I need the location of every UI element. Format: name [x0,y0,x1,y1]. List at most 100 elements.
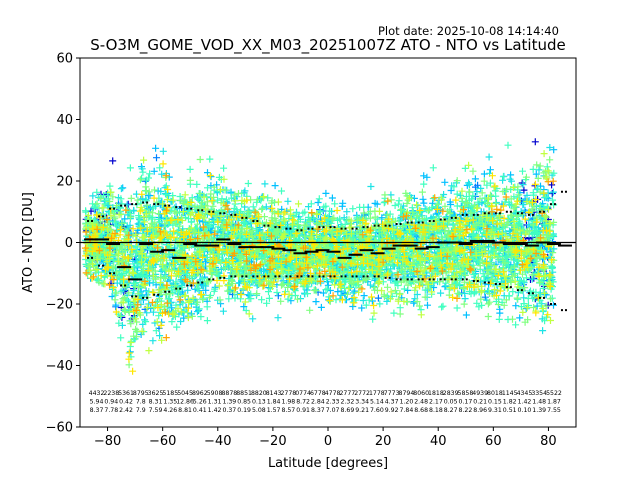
stat-value: 8.31 [149,399,163,406]
stat-value: 8.22 [459,407,473,414]
stat-value: 8.18 [429,407,443,414]
stat-value: 3.34 [355,399,369,406]
stat-value: 2.32 [340,399,354,406]
stat-value: 2.17 [429,399,443,406]
stat-value: 1.35 [163,399,177,406]
stat-value: 0.10 [518,407,532,414]
stat-value: 8795 [133,390,149,397]
x-tick-label: −80 [94,434,121,449]
stat-value: 0.05 [444,399,458,406]
stat-value: 8.81 [178,407,192,414]
stat-value: 5858 [458,390,474,397]
stat-value: 8.96 [473,407,487,414]
stat-value: 4345 [517,390,533,397]
statistics-table: 4432 2238 5361 8795 3625 5185 5045 8962 5908 8878… [89,390,562,414]
stat-value: 0.13 [252,399,266,406]
stat-value: 0.85 [237,399,251,406]
stat-value: 5045 [177,390,193,397]
stat-value: 2.84 [311,399,325,406]
stat-value: 0.91 [296,407,310,414]
stat-value: 1.82 [503,399,517,406]
y-axis: −60 −40 −20 0 20 40 60 [46,52,80,436]
stat-value: 1778 [369,390,385,397]
stat-value: 8820 [251,390,267,397]
stat-value: 12.86 [176,399,194,406]
stat-value: 1.57 [267,407,281,414]
stat-value: 7.8 [136,399,146,406]
stat-value: 3354 [531,390,547,397]
stat-value: 4432 [89,390,105,397]
stat-value: 7.9 [136,407,146,414]
stat-value: 8.37 [90,407,104,414]
stat-value: 9.92 [385,407,399,414]
stat-value: 2839 [443,390,459,397]
stat-value: 4.37 [385,399,399,406]
x-tick-label: −40 [204,434,231,449]
x-axis: −80 −60 −40 −20 0 20 40 60 80 [94,427,557,449]
stat-value: 9.21 [355,407,369,414]
stat-value: 0.42 [119,399,133,406]
stat-value: 8.68 [414,407,428,414]
stat-value: 1145 [502,390,518,397]
stat-value: 8851 [236,390,252,397]
stat-value: 3625 [148,390,164,397]
stat-value: 4939 [472,390,488,397]
x-tick-label: 60 [485,434,502,449]
stat-value: 5522 [546,390,562,397]
stat-value: 8060 [413,390,429,397]
data-point-series [82,156,558,369]
stat-value: 8878 [221,390,237,397]
stat-value: 8018 [487,390,503,397]
stat-value: 7773 [384,390,400,397]
stat-value: 0.41 [193,407,207,414]
y-tick-label: −40 [46,359,73,374]
stat-value: 0.37 [222,407,236,414]
stat-value: 7.59 [149,407,163,414]
stat-value: 1.48 [532,399,546,406]
plot-date: Plot date: 2025-10-08 14:14:40 [378,24,559,38]
chart-title: S-O3M_GOME_VOD_XX_M03_20251007Z ATO - NT… [90,36,566,55]
stat-value: 1.31 [208,399,222,406]
stat-value: 5.26 [193,399,207,406]
stat-value: 5.08 [252,407,266,414]
y-tick-label: 40 [56,113,73,128]
stat-value: 8.57 [281,407,295,414]
stat-value: 8.69 [340,407,354,414]
stat-value: 2.42 [119,407,133,414]
stat-value: 5.94 [90,399,104,406]
x-tick-label: 40 [430,434,447,449]
x-axis-label: Latitude [degrees] [268,456,388,471]
stat-value: 2777 [340,390,356,397]
stat-value: 2.48 [414,399,428,406]
y-tick-label: 60 [56,52,73,67]
stat-value: 9.31 [488,407,502,414]
stat-value: 1.98 [281,399,295,406]
stat-value: 7.60 [370,407,384,414]
x-tick-label: 0 [324,434,332,449]
y-tick-label: −20 [46,298,73,313]
stat-value: 0.19 [237,407,251,414]
stat-value: 5.14 [370,399,384,406]
stat-value: 8.37 [311,407,325,414]
stat-value: 7.84 [400,407,414,414]
stat-value: 8.27 [444,407,458,414]
stat-value: 2.33 [326,399,340,406]
stat-value: 6778 [310,390,326,397]
stat-value: 0.15 [488,399,502,406]
stat-value: 1.39 [532,407,546,414]
stat-value: 7.78 [104,407,118,414]
stat-value: 0.94 [104,399,118,406]
stat-value: 0774 [295,390,311,397]
stat-value: 0.17 [459,399,473,406]
stat-value: 1.84 [267,399,281,406]
stat-value: 8.72 [296,399,310,406]
stat-value: 8143 [266,390,282,397]
y-tick-label: 20 [56,175,73,190]
stat-value: 5908 [207,390,223,397]
stat-value: 1818 [428,390,444,397]
stat-value: 0.21 [473,399,487,406]
x-tick-label: −60 [149,434,176,449]
stat-value: 1.42 [208,407,222,414]
stat-value: 1.39 [222,399,236,406]
